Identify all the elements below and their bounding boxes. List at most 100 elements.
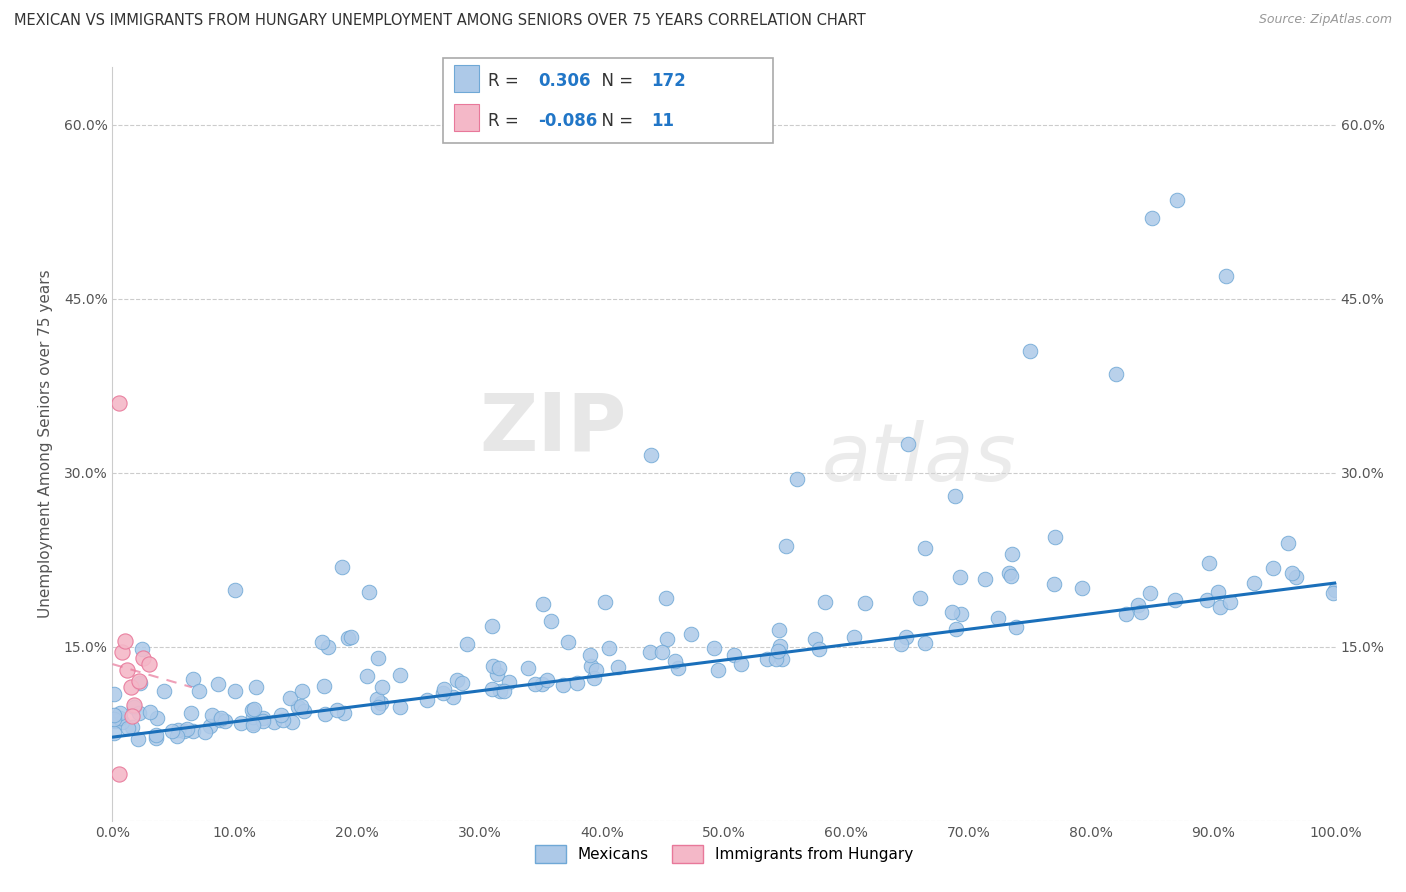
Point [1139,586,1161,600]
Point [723,648,745,662]
Point [579,648,602,662]
Point [987,610,1010,624]
Point [842,631,865,645]
Point [565,676,588,690]
Point [896,630,918,644]
Text: 11: 11 [651,112,673,129]
Point [110,711,132,725]
Point [128,674,150,689]
Point [359,585,381,599]
Point [121,709,143,723]
Point [111,715,134,730]
Point [655,632,678,646]
Point [280,691,302,706]
Point [769,639,792,653]
Point [103,707,125,722]
Point [949,607,972,622]
Text: Source: ZipAtlas.com: Source: ZipAtlas.com [1258,13,1392,27]
Point [103,726,125,740]
Point [441,690,464,704]
Point [367,699,389,714]
Point [432,686,454,700]
Point [1198,556,1220,570]
Point [768,623,790,637]
Point [121,720,143,734]
Point [941,605,963,619]
Point [523,677,546,691]
Point [389,699,412,714]
Text: atlas: atlas [823,420,1017,498]
Point [281,714,304,729]
Point [1209,599,1232,614]
Point [489,684,512,698]
Point [551,678,574,692]
Point [1324,582,1347,597]
Point [488,661,510,675]
Point [1001,548,1024,562]
Point [242,718,264,732]
Point [451,675,474,690]
Text: N =: N = [591,72,638,90]
Point [122,699,145,714]
Point [166,729,188,743]
Text: 0.306: 0.306 [538,72,591,90]
Point [516,660,538,674]
Point [138,706,160,720]
Point [314,679,336,693]
Point [146,711,169,725]
Text: -0.086: -0.086 [538,112,598,129]
Point [598,641,620,656]
Point [242,716,264,731]
Point [579,658,602,673]
Point [1215,268,1237,283]
Point [1219,595,1241,609]
Point [366,691,388,706]
Point [287,699,309,714]
Point [536,673,558,688]
Point [1243,576,1265,591]
Point [107,396,129,410]
Point [446,673,468,688]
Point [1018,344,1040,359]
Point [337,631,360,645]
Text: 172: 172 [651,72,686,90]
Point [655,591,678,605]
Point [1071,581,1094,595]
Point [252,711,274,725]
Point [945,623,967,637]
Text: MEXICAN VS IMMIGRANTS FROM HUNGARY UNEMPLOYMENT AMONG SENIORS OVER 75 YEARS CORR: MEXICAN VS IMMIGRANTS FROM HUNGARY UNEMP… [14,13,866,29]
Point [775,539,797,553]
Point [1126,599,1149,613]
Point [104,714,127,728]
Point [531,597,554,611]
Text: R =: R = [488,112,524,129]
Point [681,627,703,641]
Point [117,721,139,735]
Point [208,714,231,728]
Point [481,618,503,632]
Point [356,668,378,682]
Point [456,637,478,651]
Point [294,705,316,719]
Point [651,645,673,659]
Point [224,683,246,698]
Point [638,645,661,659]
Point [388,668,411,682]
Point [1142,211,1164,225]
Point [585,663,607,677]
Point [494,683,516,698]
Y-axis label: Unemployment Among Seniors over 75 years: Unemployment Among Seniors over 75 years [38,269,52,618]
Point [557,634,579,648]
Point [111,646,134,660]
Point [200,707,222,722]
Point [176,722,198,736]
Point [997,566,1019,580]
Point [530,677,553,691]
Point [242,709,264,723]
Point [311,635,333,649]
Point [666,660,689,674]
Point [181,723,204,738]
Point [853,596,876,610]
Point [730,657,752,671]
Point [897,437,920,451]
